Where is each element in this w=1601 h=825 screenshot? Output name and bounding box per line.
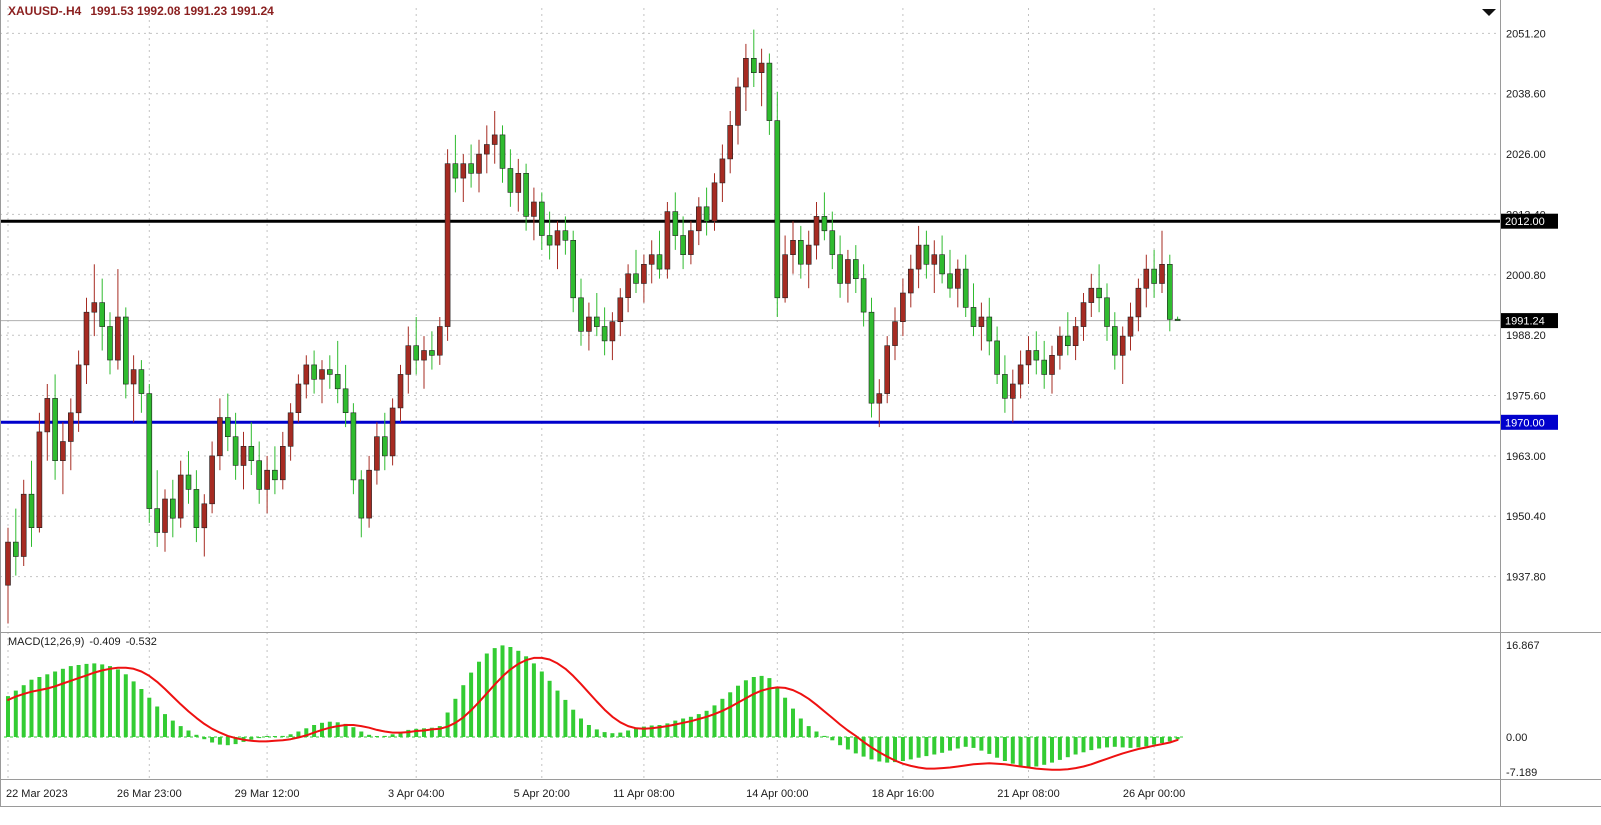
svg-text:5 Apr 20:00: 5 Apr 20:00	[514, 788, 570, 800]
svg-text:18 Apr 16:00: 18 Apr 16:00	[872, 788, 934, 800]
svg-text:1963.00: 1963.00	[1506, 451, 1546, 463]
macd-signal-value: -0.532	[125, 636, 157, 648]
svg-text:1937.80: 1937.80	[1506, 572, 1546, 584]
svg-text:14 Apr 00:00: 14 Apr 00:00	[746, 788, 808, 800]
macd-value: -0.409	[89, 636, 121, 648]
svg-text:29 Mar 12:00: 29 Mar 12:00	[235, 788, 300, 800]
candles-layer	[5, 29, 1181, 624]
svg-text:22 Mar 2023: 22 Mar 2023	[6, 788, 68, 800]
svg-text:0.00: 0.00	[1506, 732, 1527, 744]
macd-histogram	[6, 645, 1180, 767]
svg-text:26 Mar 23:00: 26 Mar 23:00	[117, 788, 182, 800]
svg-text:2038.60: 2038.60	[1506, 89, 1546, 101]
macd-signal-line	[7, 656, 1179, 771]
ohlc-values: 1991.53 1992.08 1991.23 1991.24	[90, 4, 274, 18]
svg-text:1970.00: 1970.00	[1505, 417, 1545, 429]
autoscroll-icon[interactable]	[1482, 9, 1496, 16]
svg-text:-7.189: -7.189	[1506, 767, 1537, 779]
symbol-ohlc-readout: XAUUSD-.H4 1991.53 1992.08 1991.23 1991.2…	[8, 4, 274, 18]
svg-text:2051.20: 2051.20	[1506, 28, 1546, 40]
svg-text:2000.80: 2000.80	[1506, 270, 1546, 282]
svg-text:1991.24: 1991.24	[1505, 316, 1545, 328]
svg-text:2012.00: 2012.00	[1505, 216, 1545, 228]
price-badges: 2012.00 1970.00 1991.24	[1501, 213, 1558, 430]
grid-layer	[0, 8, 1500, 779]
pane-separators	[0, 0, 1601, 807]
svg-text:1950.40: 1950.40	[1506, 511, 1546, 523]
svg-text:26 Apr 00:00: 26 Apr 00:00	[1123, 788, 1185, 800]
macd-label: MACD(12,26,9)	[8, 636, 85, 648]
svg-text:1975.60: 1975.60	[1506, 391, 1546, 403]
svg-text:16.867: 16.867	[1506, 640, 1540, 652]
time-axis-labels: 22 Mar 2023 26 Mar 23:00 29 Mar 12:00 3 Apr…	[6, 788, 1185, 800]
svg-text:21 Apr 08:00: 21 Apr 08:00	[997, 788, 1059, 800]
macd-readout: MACD(12,26,9) -0.409 -0.532	[8, 636, 162, 648]
svg-text:11 Apr 08:00: 11 Apr 08:00	[613, 788, 675, 800]
svg-text:1988.20: 1988.20	[1506, 330, 1546, 342]
svg-text:3 Apr 04:00: 3 Apr 04:00	[388, 788, 444, 800]
symbol-timeframe-label: XAUUSD-.H4	[8, 4, 82, 18]
svg-text:2026.00: 2026.00	[1506, 149, 1546, 161]
